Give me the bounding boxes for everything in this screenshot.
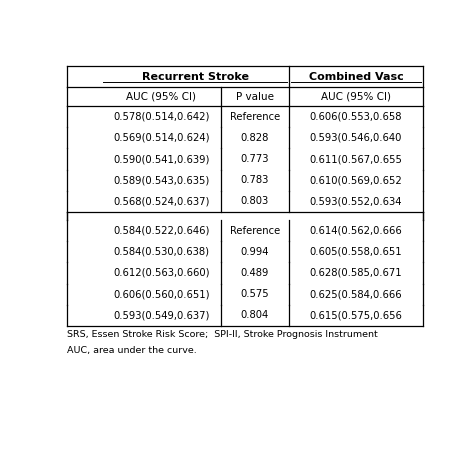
Text: P value: P value <box>236 91 274 101</box>
Text: Recurrent Stroke: Recurrent Stroke <box>142 72 249 82</box>
Text: 0.606(0.560,0.651): 0.606(0.560,0.651) <box>113 289 210 299</box>
Text: AUC (95% CI): AUC (95% CI) <box>126 91 196 101</box>
Text: 0.569(0.514,0.624): 0.569(0.514,0.624) <box>113 133 210 143</box>
Text: 0.804: 0.804 <box>241 310 269 320</box>
Text: SRS, Essen Stroke Risk Score;  SPI-II, Stroke Prognosis Instrument: SRS, Essen Stroke Risk Score; SPI-II, St… <box>66 330 377 339</box>
Text: 0.828: 0.828 <box>241 133 269 143</box>
Text: 0.589(0.543,0.635): 0.589(0.543,0.635) <box>113 175 210 185</box>
Text: AUC, area under the curve.: AUC, area under the curve. <box>66 346 196 355</box>
Text: 0.605(0.558,0.651: 0.605(0.558,0.651 <box>310 247 402 257</box>
Text: 0.994: 0.994 <box>241 247 269 257</box>
Text: 0.578(0.514,0.642): 0.578(0.514,0.642) <box>113 112 210 122</box>
Text: 0.584(0.522,0.646): 0.584(0.522,0.646) <box>113 226 210 236</box>
Text: 0.593(0.552,0.634: 0.593(0.552,0.634 <box>310 196 402 206</box>
Text: 0.593(0.549,0.637): 0.593(0.549,0.637) <box>113 310 210 320</box>
Text: 0.615(0.575,0.656: 0.615(0.575,0.656 <box>310 310 402 320</box>
Text: 0.803: 0.803 <box>241 196 269 206</box>
Text: 0.625(0.584,0.666: 0.625(0.584,0.666 <box>310 289 402 299</box>
Text: 0.612(0.563,0.660): 0.612(0.563,0.660) <box>113 268 210 278</box>
Text: 0.611(0.567,0.655: 0.611(0.567,0.655 <box>310 154 402 164</box>
Text: 0.614(0.562,0.666: 0.614(0.562,0.666 <box>310 226 402 236</box>
Text: 0.628(0.585,0.671: 0.628(0.585,0.671 <box>310 268 402 278</box>
Text: 0.489: 0.489 <box>241 268 269 278</box>
Text: Reference: Reference <box>230 112 280 122</box>
Text: Reference: Reference <box>230 226 280 236</box>
Text: 0.773: 0.773 <box>241 154 269 164</box>
Text: 0.783: 0.783 <box>241 175 269 185</box>
Text: 0.584(0.530,0.638): 0.584(0.530,0.638) <box>113 247 209 257</box>
Text: 0.606(0.553,0.658: 0.606(0.553,0.658 <box>310 112 402 122</box>
Text: 0.568(0.524,0.637): 0.568(0.524,0.637) <box>113 196 210 206</box>
Text: AUC (95% CI): AUC (95% CI) <box>321 91 391 101</box>
Text: 0.575: 0.575 <box>240 289 269 299</box>
Text: 0.590(0.541,0.639): 0.590(0.541,0.639) <box>113 154 210 164</box>
Text: 0.610(0.569,0.652: 0.610(0.569,0.652 <box>310 175 402 185</box>
Text: Combined Vasc: Combined Vasc <box>309 72 403 82</box>
Text: 0.593(0.546,0.640: 0.593(0.546,0.640 <box>310 133 402 143</box>
